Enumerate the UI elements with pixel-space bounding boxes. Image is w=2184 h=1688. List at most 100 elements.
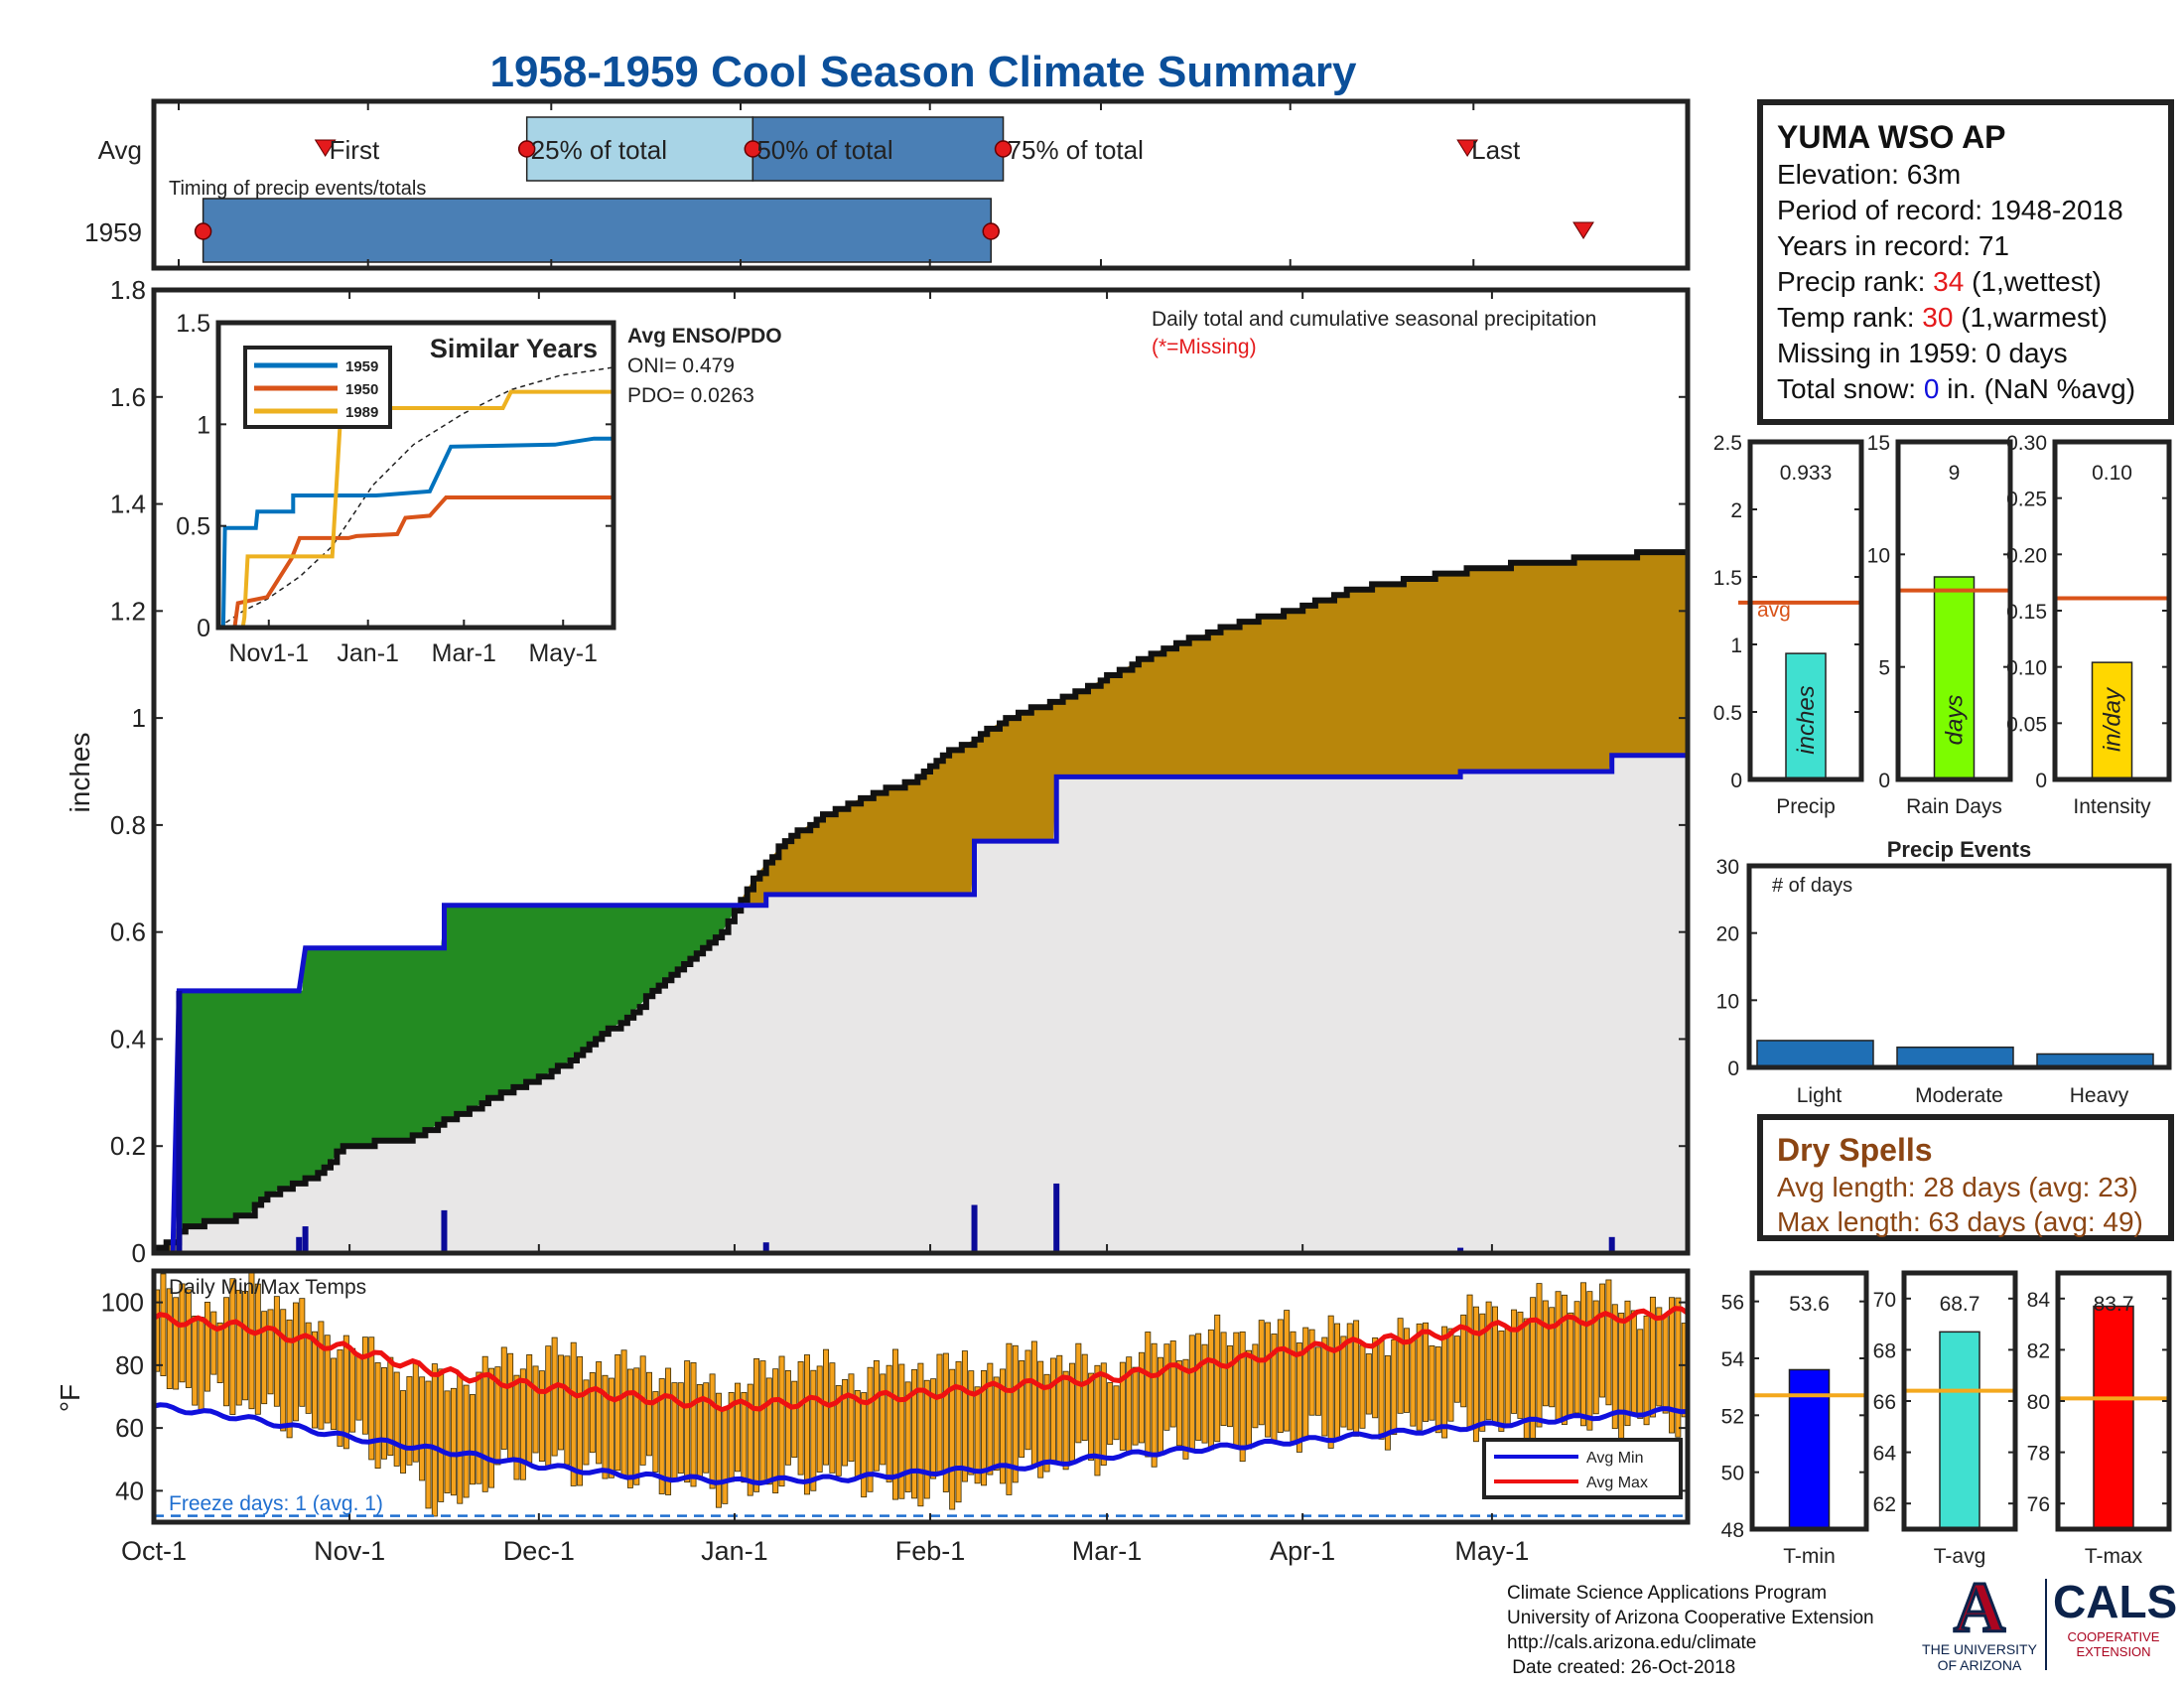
daily-temp-bar <box>861 1392 868 1498</box>
daily-temp-bar <box>848 1373 855 1463</box>
intensity-category-label: Intensity <box>2073 795 2151 818</box>
daily-temp-bar <box>173 1297 180 1390</box>
timing-circle-marker <box>517 140 536 158</box>
daily-precip-bar <box>971 1204 978 1253</box>
legend-label-1959: 1959 <box>345 358 378 375</box>
daily-temp-bar <box>1611 1304 1618 1430</box>
timing-triangle-marker <box>1456 139 1479 157</box>
precip-y-axis-label: inches <box>65 733 95 813</box>
footer-credits: Climate Science Applications Program Uni… <box>1507 1581 1874 1680</box>
daily-temp-bar <box>936 1353 943 1475</box>
daily-temp-bar <box>968 1370 975 1476</box>
precip-events-y-tick-label: 0 <box>1727 1057 1739 1080</box>
precip-events-bar <box>1896 1046 2014 1068</box>
precip_total-frame <box>1747 439 1864 782</box>
precip-y-tick-label: 0.4 <box>110 1024 146 1054</box>
daily-temp-bar <box>463 1384 470 1498</box>
t_max-y-tick-label: 82 <box>2027 1339 2050 1362</box>
missing-days: Missing in 1959: 0 days <box>1777 338 2068 368</box>
daily-temp-bar <box>684 1360 691 1483</box>
similar-years-x-tick-label: Nov1-1 <box>228 639 309 667</box>
intensity-y-tick-label: 0.15 <box>2006 601 2047 624</box>
daily-temp-bar <box>816 1365 823 1473</box>
daily-temp-bar <box>715 1392 722 1508</box>
timing-1959-bar <box>202 198 993 263</box>
precip_total-bar <box>1785 652 1827 780</box>
daily-temp-bar <box>835 1385 842 1477</box>
date-x-tick-label: Oct-1 <box>121 1536 187 1566</box>
timing-circle-marker <box>994 140 1013 158</box>
daily-temp-bar <box>765 1377 772 1485</box>
daily-temp-bar <box>1656 1307 1663 1407</box>
daily-temp-bar <box>229 1278 236 1415</box>
daily-temp-bar <box>1549 1307 1556 1408</box>
intensity-y-tick-label: 0.05 <box>2006 713 2047 736</box>
legend-avg-max-label: Avg Max <box>1586 1475 1648 1491</box>
daily-temp-bar <box>1207 1329 1214 1451</box>
daily-temp-bar <box>1075 1342 1082 1444</box>
timing-avg-25-50-bar <box>525 116 754 182</box>
daily-temp-bar <box>223 1297 229 1407</box>
precip-rank: Precip rank: 34 (1,wettest) <box>1777 266 2102 297</box>
precip-y-tick-label: 0.2 <box>110 1131 146 1161</box>
t_max-value-label: 83.7 <box>2094 1293 2134 1316</box>
temp-rank: Temp rank: 30 (1,warmest) <box>1777 302 2109 333</box>
daily-temp-bar <box>1100 1362 1107 1466</box>
daily-temp-bar <box>481 1355 488 1492</box>
timing-avg-label: 50% of total <box>756 135 892 165</box>
daily-temp-bar <box>1088 1372 1095 1461</box>
daily-precip-bar <box>1608 1236 1615 1253</box>
daily-temp-bar <box>1000 1368 1007 1484</box>
daily-temp-bar <box>1119 1361 1126 1451</box>
daily-temp-bar <box>431 1363 438 1517</box>
daily-temp-bar <box>942 1352 949 1492</box>
t_avg-y-tick-label: 62 <box>1873 1493 1896 1516</box>
legend-label-1950: 1950 <box>345 381 378 398</box>
precip_total-y-tick-label: 0 <box>1730 770 1742 792</box>
pdo-value: PDO= 0.0263 <box>627 384 754 407</box>
date-x-tick-label: Jan-1 <box>701 1536 768 1566</box>
temp-legend <box>1482 1438 1683 1499</box>
daily-temp-bar <box>1453 1336 1460 1403</box>
daily-temp-bar <box>930 1378 937 1479</box>
legend-avg-min-label: Avg Min <box>1586 1450 1644 1467</box>
similar-year-line-1950 <box>218 495 614 630</box>
station-years: Years in record: 71 <box>1777 230 2009 261</box>
footer-line-2: University of Arizona Cooperative Extens… <box>1507 1608 1874 1628</box>
daily-temp-bar <box>867 1366 874 1492</box>
daily-temp-bar <box>1472 1306 1479 1443</box>
daily-temp-bar <box>216 1322 223 1383</box>
daily-temp-bar <box>1239 1331 1246 1463</box>
logo-divider <box>2045 1579 2047 1670</box>
daily-temp-bar <box>1176 1360 1183 1447</box>
date-x-tick-label: Mar-1 <box>1072 1536 1143 1566</box>
daily-temp-bar <box>1372 1336 1379 1419</box>
daily-temp-bar <box>254 1283 261 1415</box>
date-x-tick-label: Apr-1 <box>1270 1536 1335 1566</box>
daily-temp-bar <box>1214 1314 1221 1443</box>
date-x-tick-label: May-1 <box>1454 1536 1529 1566</box>
daily-temp-bar <box>658 1378 665 1494</box>
daily-temp-bar <box>1043 1373 1050 1473</box>
dry-spells-avg: Avg length: 28 days (avg: 23) <box>1777 1172 2138 1202</box>
rain_days-value-label: 9 <box>1949 462 1961 485</box>
daily-temp-bar <box>652 1391 659 1473</box>
date-x-tick-label: Dec-1 <box>503 1536 575 1566</box>
temp-y-tick-label: 100 <box>101 1288 144 1318</box>
precip_total-y-tick-label: 1.5 <box>1713 567 1742 590</box>
oni-value: ONI= 0.479 <box>627 354 735 377</box>
daily-temp-bar <box>1195 1333 1202 1441</box>
intensity-y-tick-label: 0 <box>2035 770 2047 792</box>
daily-temp-bar <box>614 1354 621 1472</box>
precip-avg-label: avg <box>1757 599 1791 622</box>
daily-temp-bar <box>880 1373 887 1466</box>
daily-temp-bar <box>1542 1300 1549 1407</box>
daily-temp-bar <box>1441 1326 1448 1439</box>
precip-events-y-tick-label: 20 <box>1716 923 1739 946</box>
daily-temp-bar <box>1220 1332 1227 1426</box>
daily-temp-bar <box>646 1371 652 1457</box>
daily-temp-bar <box>1037 1360 1044 1478</box>
precip-panel-frame <box>151 287 1691 1256</box>
daily-temp-bar <box>299 1298 306 1407</box>
